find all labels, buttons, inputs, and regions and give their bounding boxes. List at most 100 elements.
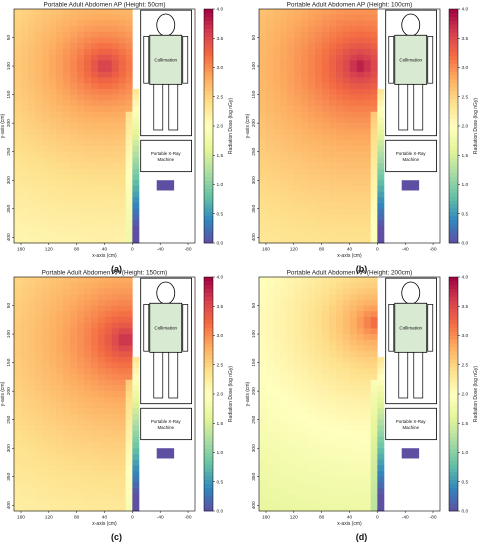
- heatmap-cell: [265, 31, 274, 38]
- colorbar-segment: [204, 425, 213, 430]
- x-tick-label: 80: [74, 515, 80, 521]
- heatmap-cell: [83, 505, 91, 512]
- heatmap-cell: [132, 374, 140, 381]
- heatmap-cell: [48, 493, 57, 500]
- colorbar-tick-label: 0.5: [462, 479, 469, 485]
- heatmap-cell: [62, 419, 70, 426]
- heatmap-cell: [34, 499, 43, 506]
- heatmap-cell: [69, 385, 77, 392]
- heatmap-cell: [279, 20, 288, 27]
- heatmap-cell: [349, 311, 357, 318]
- heatmap-cell: [259, 168, 267, 175]
- heatmap-cell: [328, 214, 336, 221]
- heatmap-cell: [55, 328, 64, 335]
- heatmap-cell: [20, 488, 29, 495]
- heatmap-cell: [97, 83, 105, 90]
- heatmap-cell: [363, 9, 371, 16]
- colorbar-tick-label: 0.0: [462, 509, 469, 515]
- colorbar-tick-label: 1.5: [217, 153, 224, 159]
- heatmap-cell: [356, 237, 364, 244]
- heatmap-cell: [370, 140, 378, 147]
- heatmap-cell: [14, 505, 22, 512]
- heatmap-cell: [104, 299, 112, 306]
- heatmap-cell: [41, 391, 50, 398]
- heatmap-cell: [111, 294, 119, 301]
- colorbar-segment: [449, 126, 458, 131]
- heatmap-cell: [300, 145, 309, 152]
- heatmap-cell: [76, 413, 84, 420]
- heatmap-cell: [286, 465, 295, 472]
- heatmap-cell: [307, 157, 315, 164]
- heatmap-cell: [76, 100, 84, 107]
- colorbar-segment: [449, 20, 458, 25]
- colorbar-segment: [449, 40, 458, 45]
- heatmap-cell: [349, 134, 357, 141]
- heatmap-cell: [41, 379, 50, 386]
- heatmap-cell: [349, 493, 357, 500]
- heatmap-cell: [48, 379, 57, 386]
- heatmap-cell: [125, 431, 133, 438]
- heatmap-cell: [118, 88, 126, 95]
- heatmap-cell: [90, 328, 98, 335]
- heatmap-cell: [370, 471, 378, 478]
- heatmap-cell: [132, 499, 140, 506]
- heatmap-cell: [118, 123, 126, 130]
- heatmap-cell: [279, 100, 288, 107]
- heatmap-cell: [259, 111, 267, 118]
- heatmap-cell: [76, 163, 84, 170]
- heatmap-cell: [34, 282, 43, 289]
- heatmap-cell: [104, 48, 112, 55]
- heatmap-cell: [83, 66, 91, 73]
- heatmap-cell: [293, 368, 302, 375]
- heatmap-cell: [20, 9, 29, 16]
- heatmap-cell: [356, 26, 364, 33]
- heatmap-cell: [90, 106, 98, 113]
- heatmap-cell: [300, 305, 309, 312]
- heatmap-cell: [90, 402, 98, 409]
- heatmap-cell: [335, 294, 343, 301]
- heatmap-cell: [55, 185, 64, 192]
- heatmap-cell: [48, 191, 57, 198]
- heatmap-cell: [20, 37, 29, 44]
- heatmap-cell: [377, 191, 385, 198]
- heatmap-cell: [335, 482, 343, 489]
- heatmap-cell: [307, 448, 315, 455]
- heatmap-cell: [370, 163, 378, 170]
- heatmap-cell: [370, 208, 378, 215]
- heatmap-cell: [55, 123, 64, 130]
- heatmap-cell: [265, 151, 274, 158]
- heatmap-cell: [97, 425, 105, 432]
- heatmap-cell: [356, 419, 364, 426]
- heatmap-cell: [104, 180, 112, 187]
- heatmap-cell: [27, 54, 36, 61]
- heatmap-cell: [300, 442, 309, 449]
- heatmap-cell: [62, 54, 70, 61]
- heatmap-cell: [314, 282, 322, 289]
- heatmap-cell: [314, 168, 322, 175]
- colorbar-segment: [449, 358, 458, 364]
- heatmap-cell: [14, 362, 22, 369]
- heatmap-cell: [349, 419, 357, 426]
- heatmap-cell: [356, 499, 364, 506]
- colorbar-segment: [449, 188, 458, 193]
- colorbar-segment: [204, 12, 213, 18]
- heatmap-cell: [97, 66, 105, 73]
- heatmap-cell: [125, 191, 133, 198]
- heatmap-cell: [293, 94, 302, 101]
- heatmap-cell: [83, 493, 91, 500]
- heatmap-cell: [293, 106, 302, 113]
- colorbar-segment: [449, 507, 458, 512]
- colorbar-segment: [449, 51, 458, 57]
- heatmap-cell: [286, 328, 295, 335]
- heatmap-cell: [48, 128, 57, 135]
- y-tick-label: 150: [251, 90, 257, 98]
- heatmap-cell: [286, 14, 295, 21]
- heatmap-cell: [307, 431, 315, 438]
- heatmap-cell: [132, 134, 140, 141]
- heatmap-cell: [41, 26, 50, 33]
- heatmap-cell: [90, 20, 98, 27]
- heatmap-cell: [286, 396, 295, 403]
- heatmap-cell: [118, 203, 126, 210]
- heatmap-cell: [259, 220, 267, 227]
